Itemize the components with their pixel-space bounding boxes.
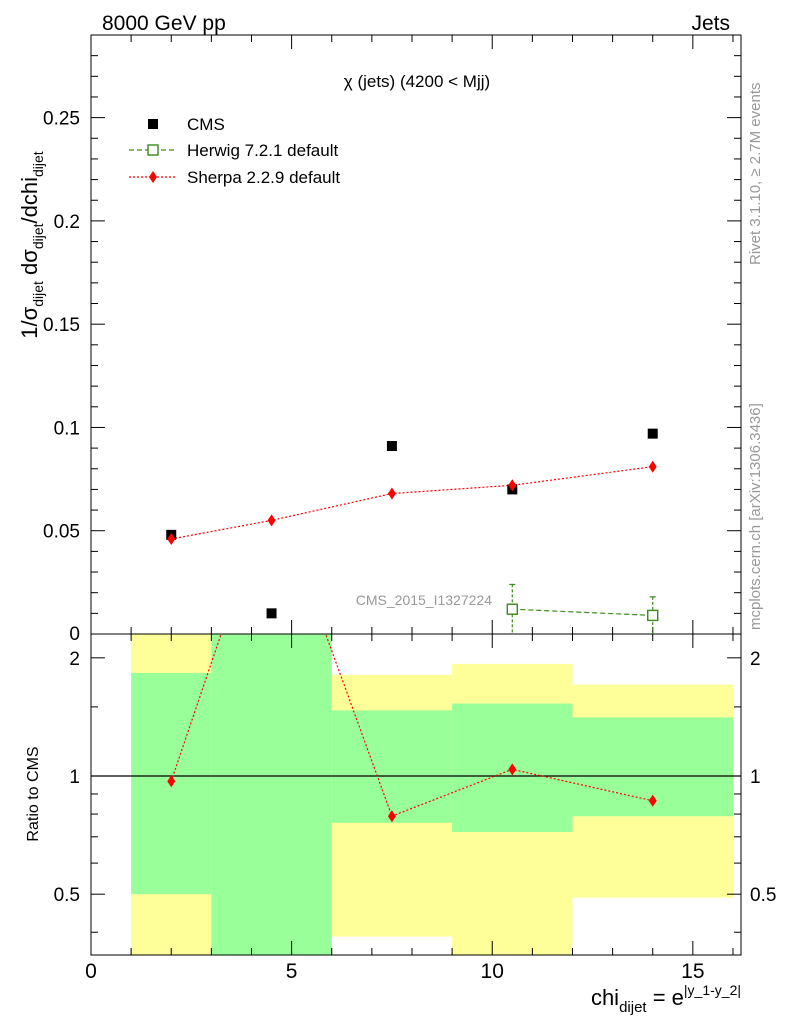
sherpa-point (267, 514, 276, 527)
cms-point (386, 441, 397, 452)
y-tick-labels: 0.05 0.1 0.15 0.2 0.25 (43, 109, 80, 543)
sherpa-point (648, 460, 657, 473)
x-tick-label: 10 (481, 960, 504, 983)
legend-entry: Sherpa 2.2.9 default (129, 168, 340, 187)
ratio-band-green-1 (211, 634, 332, 955)
y-tick-label: 0.1 (54, 418, 80, 439)
process-label: Jets (691, 12, 730, 35)
y-tick-label: 0.15 (43, 315, 80, 336)
ratio-axis-ticks (90, 634, 741, 955)
ratio-sherpa-group (167, 634, 657, 823)
sherpa-point (508, 479, 517, 492)
ratio-plot-border (90, 633, 742, 956)
main-axis-ticks (90, 35, 741, 635)
y-tick-label-zero: 0 (69, 624, 80, 645)
y-tick-label: 0.2 (54, 212, 80, 233)
herwig-point (506, 603, 518, 615)
sherpa-point (387, 487, 396, 500)
legend-entry: Herwig 7.2.1 default (129, 141, 338, 160)
x-tick-label: 0 (85, 960, 97, 983)
herwig-point (647, 609, 659, 622)
herwig-line (512, 608, 653, 617)
legend-marker-herwig (147, 144, 159, 156)
x-tick-label: 15 (681, 960, 704, 983)
x-tick-label: 5 (286, 960, 298, 983)
ratio-y-axis-label: Ratio to CMS (25, 746, 42, 841)
legend-label: Herwig 7.2.1 default (187, 141, 338, 160)
y-tick-label: 0.25 (43, 109, 80, 130)
ratio-y-tick-label: 1 (69, 767, 80, 788)
ratio-sherpa-point (648, 794, 657, 807)
ratio-sherpa-point (387, 810, 396, 823)
sherpa-point (167, 532, 176, 545)
analysis-label: CMS_2015_I1327224 (356, 592, 492, 608)
plot-title: χ (jets) (4200 < Mjj) (344, 72, 490, 91)
legend-marker-sherpa (149, 171, 157, 183)
ratio-y-tick-label-right: 0.5 (750, 885, 776, 906)
mcplots-reference-label: mcplots.cern.ch [arXiv:1306.3436] (747, 403, 764, 630)
legend-label: Sherpa 2.2.9 default (187, 168, 340, 187)
ratio-uncertainty-bands (131, 634, 733, 955)
legend-marker-cms (148, 119, 158, 129)
ratio-plot-frame (90, 633, 742, 956)
ratio-sherpa-point (167, 775, 176, 788)
ratio-y-tick-label: 2 (69, 649, 80, 670)
x-tick-labels: 0 5 10 15 (85, 960, 704, 983)
x-axis-label: chidijet = e|y_1-y_2| (591, 982, 741, 1016)
legend: CMS Herwig 7.2.1 default Sherpa 2.2.9 defa… (129, 115, 340, 187)
ratio-y-tick-label: 0.5 (54, 885, 80, 906)
sherpa-line (171, 466, 653, 540)
main-series (166, 428, 659, 634)
ratio-y-tick-label-right: 1 (750, 767, 761, 788)
y-axis-label: 1/σdijet dσdijet/dchidijet (17, 151, 46, 339)
rivet-version-label: Rivet 3.1.10, ≥ 2.7M events (747, 83, 764, 266)
ratio-series (167, 634, 657, 823)
legend-entry: CMS (148, 115, 225, 134)
ratio-sherpa-point (508, 763, 517, 776)
y-tick-label: 0.05 (43, 522, 80, 543)
cms-point (647, 428, 658, 439)
legend-label: CMS (187, 115, 225, 134)
ratio-y-tick-label-right: 2 (750, 649, 761, 670)
energy-label: 8000 GeV pp (102, 12, 226, 35)
ratio-band-green-2 (331, 710, 453, 823)
cms-point (266, 608, 277, 619)
ratio-y-tick-labels: 0.5 0.5 1 1 2 2 (54, 649, 777, 906)
